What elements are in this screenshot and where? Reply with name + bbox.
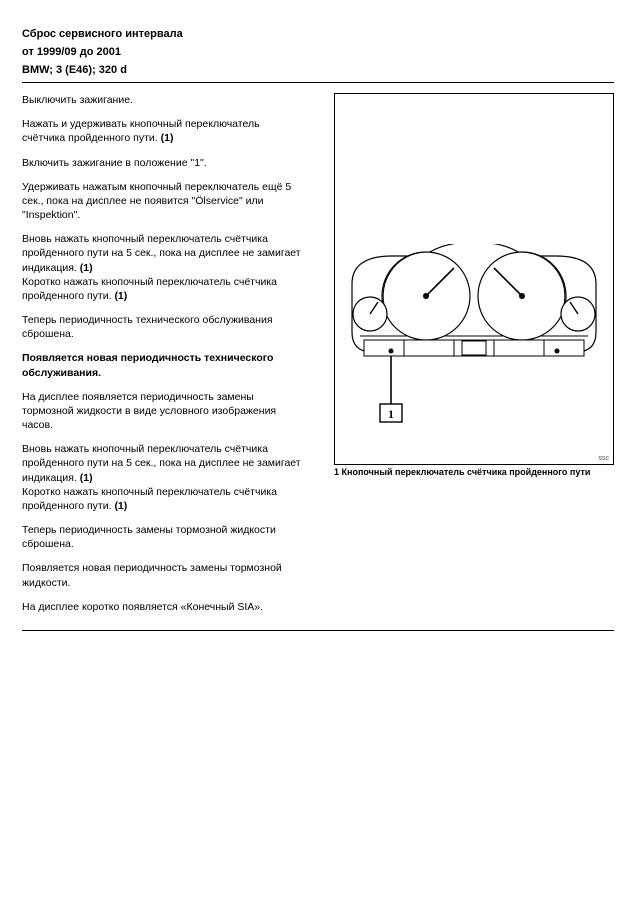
figure-caption-num: 1 (334, 467, 339, 477)
instrument-cluster-diagram: 1 (344, 244, 604, 432)
step-4: Удерживать нажатым кнопочный переключате… (22, 180, 302, 223)
step-1: Выключить зажигание. (22, 93, 302, 107)
callout-label: 1 (388, 407, 394, 421)
doc-range: от 1999/09 до 2001 (22, 46, 614, 58)
step-8: Вновь нажать кнопочный переключатель счё… (22, 442, 302, 513)
step-5a-ref: (1) (80, 262, 93, 274)
step-2-ref: (1) (161, 132, 174, 144)
figure-caption-text: Кнопочный переключатель счётчика пройден… (342, 467, 591, 477)
step-2: Нажать и удерживать кнопочный переключат… (22, 117, 302, 145)
footer-divider (22, 630, 614, 631)
step-3: Включить зажигание в положение "1". (22, 156, 302, 170)
trip-reset-pin (389, 349, 394, 354)
step-5: Вновь нажать кнопочный переключатель счё… (22, 232, 302, 303)
header-divider (22, 82, 614, 83)
step-5a-text: Вновь нажать кнопочный переключатель счё… (22, 233, 301, 273)
step-5b-text: Коротко нажать кнопочный переключатель с… (22, 276, 277, 302)
section-heading-2: Появляется новая периодичность техническ… (22, 351, 302, 379)
center-lcd (462, 341, 486, 355)
step-8b-text: Коротко нажать кнопочный переключатель с… (22, 486, 277, 512)
step-8b-ref: (1) (114, 500, 127, 512)
doc-vehicle: BMW; 3 (E46); 320 d (22, 64, 614, 76)
step-6: Теперь периодичность технического обслуж… (22, 313, 302, 341)
step-11: На дисплее коротко появляется «Конечный … (22, 600, 302, 614)
step-5b-ref: (1) (114, 290, 127, 302)
step-8a-ref: (1) (80, 472, 93, 484)
figure-tinycode: ssc (599, 455, 610, 462)
step-2-text: Нажать и удерживать кнопочный переключат… (22, 118, 260, 144)
figure-frame: 1 ssc (334, 93, 614, 465)
step-10: Появляется новая периодичность замены то… (22, 561, 302, 589)
figure-box: 1 ssc 1 Кнопочный переключатель счётчика… (334, 93, 614, 478)
step-9: Теперь периодичность замены тормозной жи… (22, 523, 302, 551)
instructions-column: Выключить зажигание. Нажать и удерживать… (22, 93, 302, 614)
gauge-left-hub (423, 293, 429, 299)
right-pin (555, 349, 560, 354)
gauge-right-hub (519, 293, 525, 299)
figure-caption: 1 Кнопочный переключатель счётчика пройд… (334, 467, 614, 478)
doc-title: Сброс сервисного интервала (22, 28, 614, 40)
step-7: На дисплее появляется периодичность заме… (22, 390, 302, 433)
step-8a-text: Вновь нажать кнопочный переключатель счё… (22, 443, 301, 483)
